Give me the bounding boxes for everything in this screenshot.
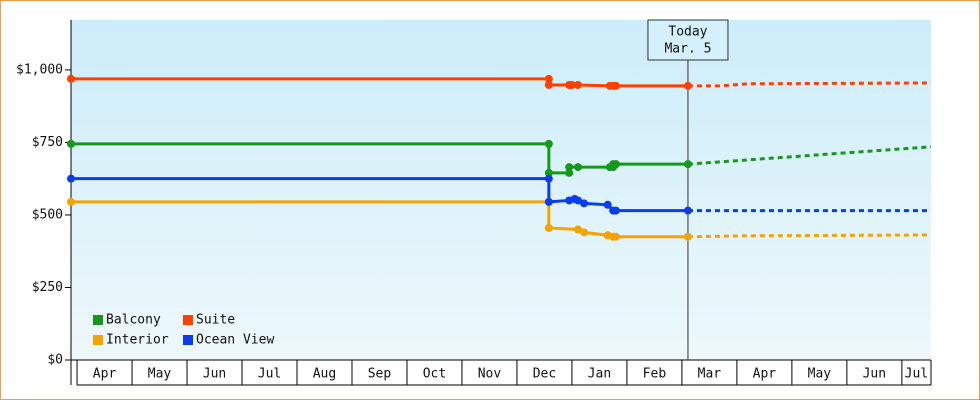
price-point <box>544 74 553 83</box>
x-tick-label: Jul <box>905 367 928 382</box>
x-tick-label: Jan <box>588 367 611 382</box>
forecast-line <box>687 233 932 239</box>
legend-swatch <box>93 315 103 325</box>
x-tick-label: Jul <box>258 367 281 382</box>
x-tick-label: May <box>148 367 172 382</box>
legend-label: Ocean View <box>196 333 274 348</box>
price-point <box>67 74 75 83</box>
x-tick-label: Sep <box>368 367 392 382</box>
price-point <box>567 80 576 89</box>
price-point <box>611 81 620 90</box>
price-point <box>611 206 620 215</box>
price-point <box>573 163 582 172</box>
x-tick-label: Feb <box>643 367 667 382</box>
price-point <box>683 160 692 169</box>
today-label: Today <box>668 25 707 40</box>
today-label: Mar. 5 <box>664 42 711 57</box>
legend-label: Suite <box>196 313 235 328</box>
x-tick-label: Apr <box>93 367 117 382</box>
price-point <box>544 168 553 177</box>
price-point <box>544 80 553 89</box>
x-tick-label: Mar <box>698 367 722 382</box>
legend-swatch <box>93 335 103 345</box>
price-point <box>580 228 589 237</box>
forecast-line <box>687 145 932 166</box>
price-point <box>544 224 553 233</box>
price-point <box>573 225 582 234</box>
legend-label: Balcony <box>106 313 161 328</box>
price-point <box>565 163 574 172</box>
x-tick-label: Nov <box>478 367 502 382</box>
price-point <box>67 174 75 183</box>
forecast-line <box>687 81 932 88</box>
y-tick-label: $0 <box>47 353 63 368</box>
price-point <box>611 232 620 241</box>
x-tick-label: Apr <box>753 367 777 382</box>
x-tick-label: May <box>808 367 832 382</box>
price-point <box>573 80 582 89</box>
plot-area <box>71 20 931 360</box>
legend-swatch <box>183 335 193 345</box>
price-point <box>683 232 692 241</box>
price-point <box>611 160 620 169</box>
price-point <box>580 199 589 208</box>
price-point <box>67 197 75 206</box>
x-tick-label: Jun <box>863 367 886 382</box>
price-point <box>573 196 582 205</box>
x-tick-label: Aug <box>313 367 336 382</box>
x-tick-label: Oct <box>423 367 446 382</box>
price-point <box>565 168 574 177</box>
price-point <box>67 139 75 148</box>
y-tick-label: $250 <box>32 280 63 295</box>
y-tick-label: $500 <box>32 207 63 222</box>
x-tick-label: Dec <box>533 367 556 382</box>
price-point <box>603 200 612 209</box>
legend-swatch <box>183 315 193 325</box>
price-point <box>544 139 553 148</box>
today-box <box>647 19 729 61</box>
price-point <box>544 174 553 183</box>
y-tick-label: $750 <box>32 135 63 150</box>
x-tick-label: Jun <box>203 367 226 382</box>
price-point <box>683 206 692 215</box>
y-tick-label: $1,000 <box>16 62 63 77</box>
price-point <box>544 197 553 206</box>
legend-label: Interior <box>106 333 169 348</box>
price-point <box>683 81 692 90</box>
